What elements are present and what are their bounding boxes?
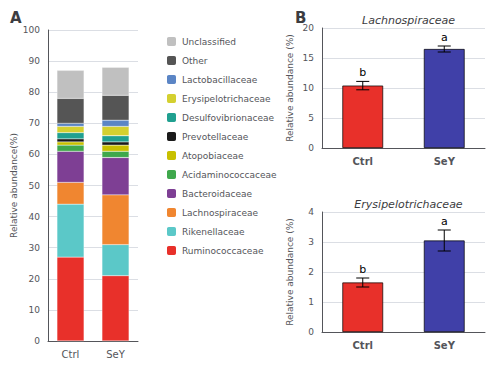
svg-text:B: B [295,9,306,27]
svg-text:0: 0 [308,327,314,337]
svg-text:1: 1 [308,297,314,307]
svg-text:Relative abundance(%): Relative abundance(%) [9,133,19,238]
svg-text:3: 3 [308,237,314,247]
svg-text:Lactobacillaceae: Lactobacillaceae [182,75,258,85]
svg-text:Ruminococcaceae: Ruminococcaceae [182,246,264,256]
svg-text:Prevotellaceae: Prevotellaceae [182,132,249,142]
svg-text:Other: Other [182,56,208,66]
svg-text:b: b [359,263,366,276]
svg-text:Atopobiaceae: Atopobiaceae [182,151,244,161]
svg-text:Bacteroidaceae: Bacteroidaceae [182,189,252,199]
svg-text:90: 90 [29,56,41,66]
svg-text:0: 0 [34,336,40,346]
svg-text:Desulfovibrionaceae: Desulfovibrionaceae [182,113,275,123]
svg-text:20: 20 [302,23,314,33]
svg-text:Acidaminococcaceae: Acidaminococcaceae [182,170,277,180]
svg-text:70: 70 [29,118,41,128]
svg-text:Ctrl: Ctrl [353,156,373,167]
svg-text:20: 20 [29,274,41,284]
svg-text:Erysipelotrichaceae: Erysipelotrichaceae [182,94,271,104]
svg-text:4: 4 [308,207,314,217]
svg-text:SeY: SeY [106,349,126,360]
svg-text:Ctrl: Ctrl [62,349,80,360]
svg-text:2: 2 [308,267,314,277]
svg-text:10: 10 [29,305,41,315]
svg-text:SeY: SeY [434,156,456,167]
svg-text:Erysipelotrichaceae: Erysipelotrichaceae [354,198,463,211]
svg-text:10: 10 [303,83,315,93]
svg-text:b: b [359,66,366,79]
svg-text:60: 60 [29,149,41,159]
svg-text:Relative abundance (%): Relative abundance (%) [285,218,295,326]
svg-text:40: 40 [29,212,41,222]
svg-text:80: 80 [29,87,41,97]
svg-text:Ctrl: Ctrl [353,340,373,351]
svg-text:Unclassified: Unclassified [182,37,236,47]
svg-text:Rikenellaceae: Rikenellaceae [182,227,245,237]
svg-text:100: 100 [23,25,40,35]
svg-text:15: 15 [303,53,314,63]
svg-text:50: 50 [29,181,41,191]
svg-text:5: 5 [308,113,314,123]
svg-text:A: A [10,9,22,27]
svg-text:Relative abundance (%): Relative abundance (%) [285,34,295,142]
svg-text:30: 30 [29,243,41,253]
svg-text:0: 0 [308,143,314,153]
svg-text:a: a [441,31,448,44]
svg-text:Lachnospiraceae: Lachnospiraceae [362,14,455,27]
svg-text:a: a [441,215,448,228]
svg-text:SeY: SeY [434,340,456,351]
svg-text:Lachnospiraceae: Lachnospiraceae [182,208,259,218]
